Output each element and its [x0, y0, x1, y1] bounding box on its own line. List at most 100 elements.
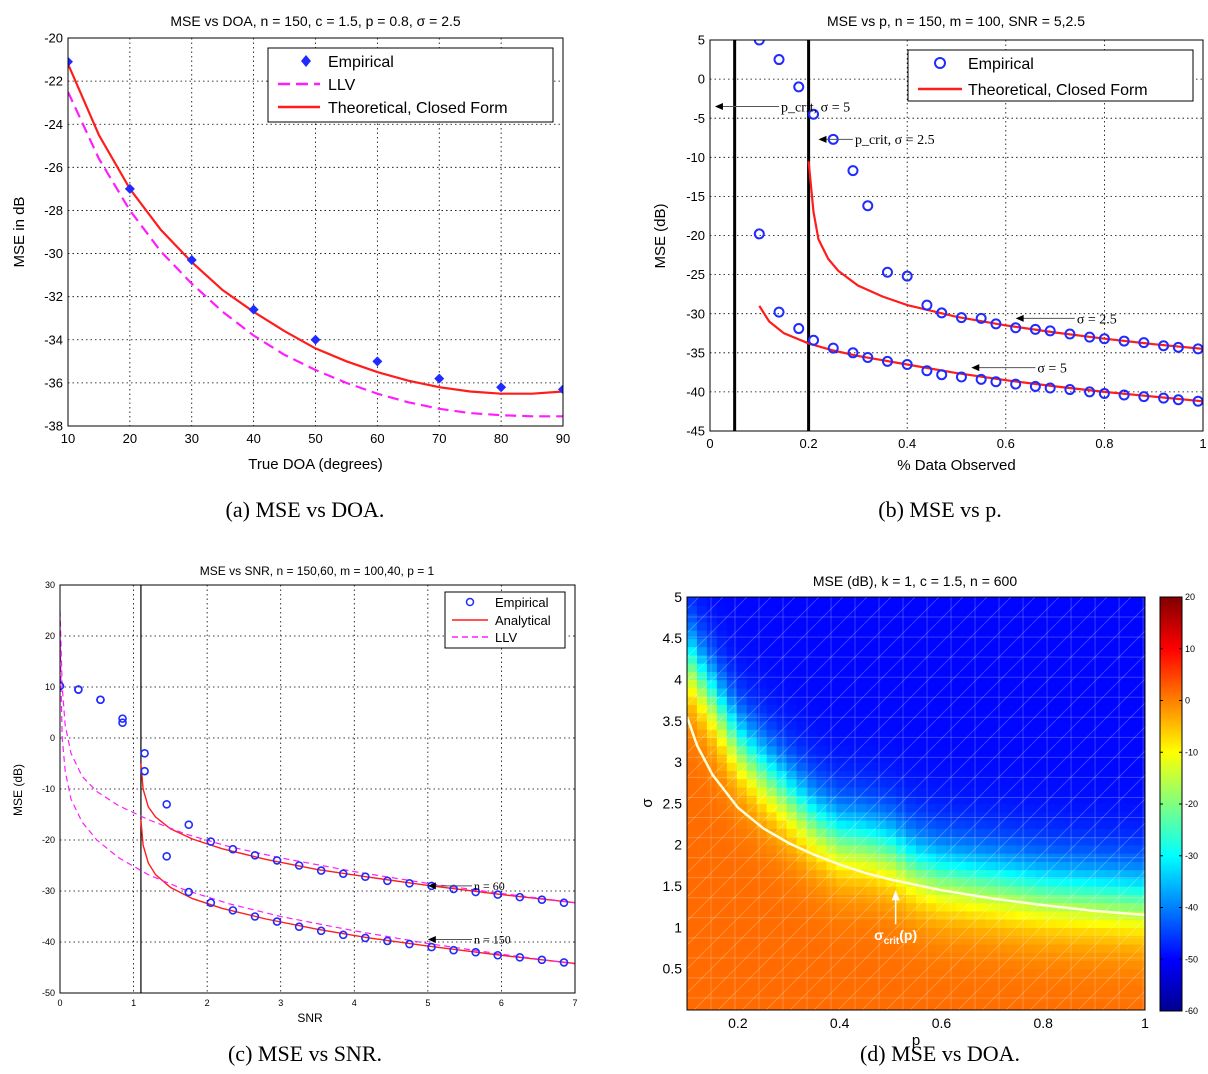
- chart-c: MSE vs SNR, n = 150,60, m = 100,40, p = …: [11, 564, 578, 1066]
- x-tick-label: 70: [432, 431, 446, 446]
- annotation-arrowhead: [427, 935, 436, 943]
- y-tick-label: -25: [686, 267, 705, 282]
- data-point: [753, 40, 765, 46]
- data-point: [1138, 391, 1150, 403]
- colorbar-gradient: [1159, 596, 1183, 1012]
- colorbar-ticks: 20 10 0 -10 -20 -30 -40 -50 -60: [1160, 592, 1198, 1016]
- y-tick-label: -28: [44, 203, 63, 218]
- data-point: [1118, 389, 1130, 401]
- data-point: [228, 906, 238, 915]
- x-tick-label: 60: [370, 431, 384, 446]
- series-line: [140, 763, 575, 904]
- y-tick-label: 4: [674, 672, 682, 688]
- data-point: [383, 936, 392, 946]
- data-point: [96, 695, 105, 705]
- series-line: [758, 305, 1203, 403]
- chart-c-frame: [59, 584, 576, 994]
- annotation-arrowhead: [714, 102, 723, 110]
- data-point: [248, 304, 259, 315]
- data-point: [162, 852, 171, 861]
- data-point: [827, 342, 839, 354]
- annotation-label: n = 60: [474, 879, 505, 893]
- x-tick-label: 20: [123, 431, 137, 446]
- sigma-crit-arrowhead: [891, 890, 900, 901]
- y-tick-label: 3.5: [663, 713, 683, 729]
- y-tick-label: -30: [42, 886, 55, 896]
- y-tick-label: 0: [50, 733, 55, 743]
- chart-b-xlabel: % Data Observed: [897, 457, 1015, 474]
- legend-a-empirical: Empirical: [328, 54, 394, 71]
- data-point: [936, 307, 948, 319]
- data-point: [427, 942, 436, 952]
- annotation-arrowhead: [971, 364, 980, 372]
- data-point: [862, 351, 874, 363]
- data-point: [1084, 331, 1096, 343]
- y-tick-label: 5: [674, 589, 682, 605]
- data-point: [1010, 378, 1022, 390]
- series-line: [60, 635, 575, 965]
- chart-d-hatch: [687, 597, 1145, 1010]
- legend-a-theoretical: Theoretical, Closed Form: [328, 100, 508, 117]
- x-tick-label: 0.8: [1095, 436, 1113, 451]
- data-point: [808, 108, 820, 120]
- annotation-label: p_crit, σ = 5: [781, 100, 850, 115]
- colorbar-tick-label: -60: [1185, 1006, 1198, 1016]
- data-point: [434, 373, 445, 384]
- data-point: [515, 952, 525, 962]
- chart-c-series: [60, 585, 575, 993]
- colorbar-tick-label: 0: [1185, 696, 1190, 706]
- chart-b-title: MSE vs p, n = 150, m = 100, SNR = 5,2.5: [827, 13, 1085, 29]
- data-point: [338, 930, 348, 940]
- data-point: [1064, 328, 1076, 340]
- y-tick-label: 0: [698, 72, 705, 87]
- data-point: [118, 714, 127, 723]
- y-tick-label: 20: [45, 631, 55, 641]
- chart-a-ticks: 10 20 30 40 50 60 70 80 90 -38 -36 -34 -32 -30 -28 -26 -…: [44, 31, 570, 446]
- series-line: [807, 161, 1203, 350]
- data-point: [471, 887, 480, 897]
- chart-b-legend: Empirical Theoretical, Closed Form: [907, 49, 1194, 102]
- chart-b-annotations: p_crit, σ = 5 p_crit, σ = 2.5 σ = 2.5 σ = 5: [714, 100, 1117, 377]
- data-point: [808, 334, 820, 346]
- chart-d-annotation: σcrit(p): [874, 890, 917, 947]
- y-tick-label: -32: [44, 289, 63, 304]
- y-tick-label: -45: [686, 424, 705, 439]
- chart-c-ylabel: MSE (dB): [11, 764, 25, 816]
- data-point: [493, 890, 503, 899]
- data-point: [294, 922, 304, 932]
- chart-c-annotations: n = 60 n = 150: [427, 879, 511, 947]
- data-point: [272, 917, 282, 926]
- sigma-crit-label: σcrit(p): [874, 927, 917, 947]
- chart-a: MSE vs DOA, n = 150, c = 1.5, p = 0.8, σ…: [11, 13, 570, 522]
- x-tick-label: 90: [556, 431, 570, 446]
- chart-b-ticks: 0 0.2 0.4 0.6 0.8 1 -45 -40 -35 -30 -25 -20 -15 -10 -5…: [686, 33, 1206, 451]
- legend-a-empirical-marker: [301, 55, 311, 67]
- y-tick-label: 0.5: [663, 961, 683, 977]
- y-tick-label: -30: [686, 306, 705, 321]
- x-tick-label: 10: [61, 431, 75, 446]
- legend-b-empirical-marker: [934, 57, 946, 69]
- data-point: [1098, 387, 1110, 399]
- annotation-arrowhead: [818, 135, 827, 143]
- colorbar-tick-label: 10: [1185, 644, 1195, 654]
- x-tick-label: 0.2: [800, 436, 818, 451]
- y-tick-label: 5: [698, 33, 705, 48]
- data-point: [118, 718, 127, 728]
- data-point: [124, 183, 135, 194]
- data-point: [990, 376, 1002, 388]
- data-point: [955, 371, 967, 383]
- data-point: [901, 270, 913, 282]
- x-tick-label: 0.6: [997, 436, 1015, 451]
- data-point: [990, 318, 1002, 330]
- x-tick-label: 0.6: [932, 1015, 952, 1031]
- data-point: [316, 926, 326, 936]
- legend-a-llv: LLV: [328, 77, 356, 94]
- chart-d-colorbar: 20 10 0 -10 -20 -30 -40 -50 -60: [1159, 592, 1198, 1016]
- data-point: [206, 837, 216, 846]
- data-point: [753, 228, 765, 240]
- data-point: [862, 200, 874, 212]
- chart-d-curve: [687, 716, 1145, 917]
- data-point: [361, 872, 370, 882]
- legend-c-llv: LLV: [495, 630, 517, 645]
- chart-d: MSE (dB), k = 1, c = 1.5, n = 600 0.2 0.4…: [639, 573, 1198, 1066]
